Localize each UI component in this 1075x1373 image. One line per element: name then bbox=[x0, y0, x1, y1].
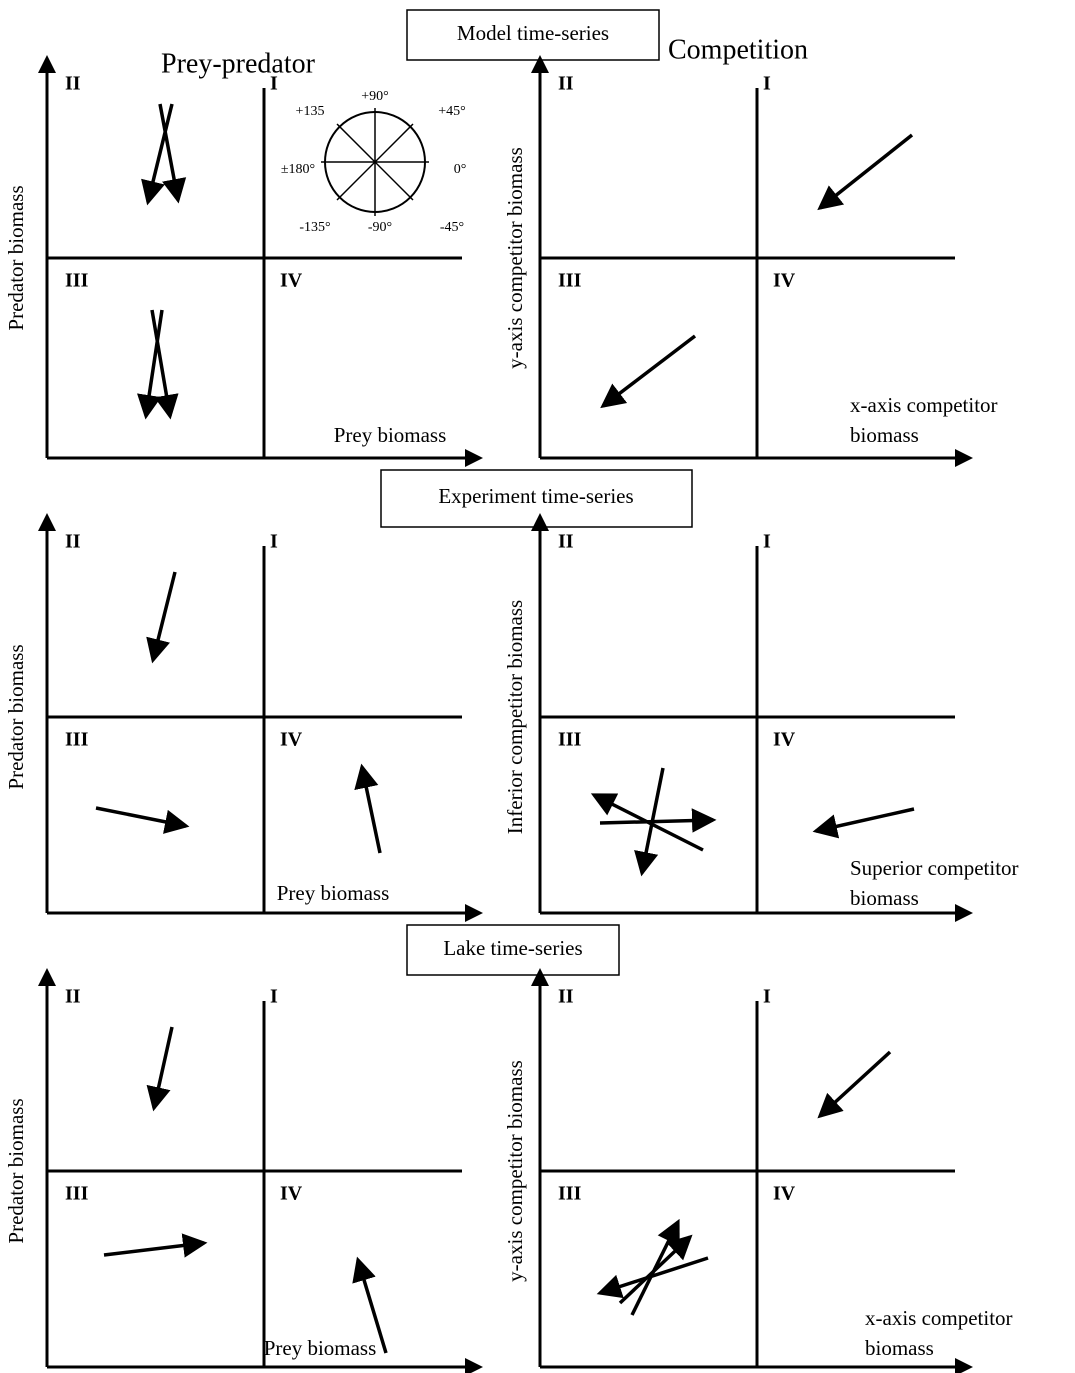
compass-label: -45° bbox=[440, 220, 464, 235]
x-axis-label: Prey biomass bbox=[264, 1336, 377, 1360]
y-axis-label: Inferior competitor biomass bbox=[503, 600, 527, 834]
x-axis-label: biomass bbox=[865, 1336, 934, 1360]
arrow bbox=[817, 133, 914, 211]
x-axis-label: biomass bbox=[850, 886, 919, 910]
quadrant-label: IV bbox=[773, 729, 796, 751]
quadrant-label: III bbox=[558, 1183, 582, 1205]
arrow bbox=[158, 103, 187, 204]
x-axis-label: Prey biomass bbox=[334, 423, 447, 447]
y-axis-label: y-axis competitor biomass bbox=[503, 147, 527, 369]
quadrant-label: II bbox=[65, 531, 81, 553]
arrow bbox=[95, 806, 190, 834]
arrow bbox=[590, 793, 704, 852]
quadrant-label: I bbox=[763, 531, 771, 553]
x-axis-label: x-axis competitor bbox=[865, 1306, 1013, 1330]
arrow bbox=[146, 571, 177, 664]
arrow bbox=[600, 334, 697, 409]
quadrant-label: I bbox=[763, 986, 771, 1008]
arrow bbox=[352, 1256, 388, 1354]
compass-label: +90° bbox=[361, 89, 389, 104]
arrow bbox=[137, 309, 164, 420]
quadrant-label: III bbox=[558, 270, 582, 292]
arrow bbox=[618, 1234, 693, 1305]
section-title: Experiment time-series bbox=[438, 484, 633, 508]
compass-label: ±180° bbox=[281, 162, 315, 177]
y-axis-label: Predator biomass bbox=[4, 644, 28, 789]
compass-lines bbox=[321, 108, 429, 216]
compass-label: +45° bbox=[438, 104, 466, 119]
quadrant-label: IV bbox=[773, 1183, 796, 1205]
x-axis-label: Prey biomass bbox=[277, 881, 390, 905]
quadrant-label: I bbox=[270, 73, 278, 95]
quadrant-label: II bbox=[558, 531, 574, 553]
quadrant-label: II bbox=[65, 986, 81, 1008]
section-box bbox=[406, 924, 620, 976]
quadrant-label: IV bbox=[280, 270, 303, 292]
arrow bbox=[599, 808, 717, 833]
arrow bbox=[354, 763, 382, 854]
arrow bbox=[103, 1233, 208, 1258]
quadrant-label: IV bbox=[280, 1183, 303, 1205]
arrow bbox=[812, 807, 915, 839]
quadrant-label: I bbox=[763, 73, 771, 95]
column-title: Competition bbox=[668, 34, 808, 65]
x-axis-label: biomass bbox=[850, 423, 919, 447]
quadrant-label: I bbox=[270, 986, 278, 1008]
compass-label: +135 bbox=[296, 104, 325, 119]
x-axis-label: Superior competitor bbox=[850, 856, 1019, 880]
compass-label: 0° bbox=[454, 162, 467, 177]
quadrant-label: II bbox=[65, 73, 81, 95]
quadrant-label: IV bbox=[773, 270, 796, 292]
x-axis-label: x-axis competitor bbox=[850, 393, 998, 417]
compass-label: -135° bbox=[299, 220, 330, 235]
arrow bbox=[146, 1026, 174, 1112]
section-title: Lake time-series bbox=[443, 936, 582, 960]
quadrant-label: IV bbox=[280, 729, 303, 751]
section-title: Model time-series bbox=[457, 21, 609, 45]
column-title: Prey-predator bbox=[161, 48, 316, 79]
arrow bbox=[141, 103, 174, 206]
quadrant-label: III bbox=[65, 270, 89, 292]
quadrant-label: III bbox=[65, 1183, 89, 1205]
y-axis-label: Predator biomass bbox=[4, 185, 28, 330]
arrow bbox=[817, 1050, 892, 1119]
quadrant-label: II bbox=[558, 986, 574, 1008]
quadrant-label: II bbox=[558, 73, 574, 95]
arrow bbox=[150, 309, 179, 420]
quadrant-label: I bbox=[270, 531, 278, 553]
arrow bbox=[596, 1256, 709, 1299]
quadrant-label: III bbox=[65, 729, 89, 751]
quadrant-label: III bbox=[558, 729, 582, 751]
y-axis-label: y-axis competitor biomass bbox=[503, 1060, 527, 1282]
compass-label: -90° bbox=[368, 220, 392, 235]
y-axis-label: Predator biomass bbox=[4, 1098, 28, 1243]
